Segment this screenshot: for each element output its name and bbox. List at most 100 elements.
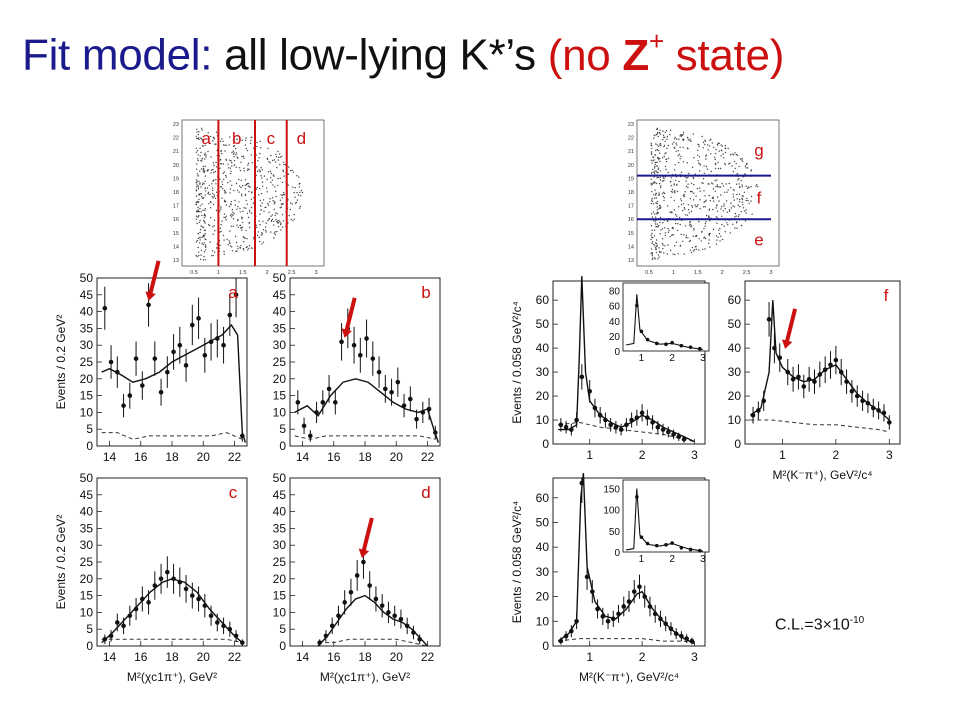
dalitz-dot	[665, 130, 668, 132]
dalitz-dot	[240, 245, 242, 247]
dalitz-dot	[196, 128, 198, 130]
dalitz-dot	[712, 228, 715, 231]
data-marker	[870, 405, 876, 411]
data-marker	[348, 589, 354, 595]
dalitz-dot	[653, 167, 656, 169]
dalitz-dot	[702, 178, 705, 180]
dalitz-dot	[214, 230, 216, 232]
dalitz-dot	[651, 232, 653, 235]
dalitz-dot	[654, 194, 657, 196]
dalitz-dot	[750, 185, 752, 188]
dalitz-dot	[695, 248, 698, 250]
dalitz-dot	[655, 202, 657, 204]
data-marker	[342, 600, 347, 605]
dalitz-dot	[724, 162, 726, 165]
dalitz-y-tick: 13	[628, 258, 634, 264]
dalitz-dot	[694, 204, 696, 206]
dalitz-dot	[240, 161, 242, 163]
dalitz-dot	[679, 135, 681, 137]
data-point	[624, 418, 629, 432]
dalitz-x-tick: 3	[769, 270, 772, 276]
dalitz-dot	[717, 167, 720, 170]
dalitz-dot	[222, 144, 225, 146]
dalitz-dot	[195, 135, 197, 137]
dalitz-dot	[250, 154, 252, 156]
dalitz-dot	[227, 163, 229, 165]
dalitz-dot	[724, 231, 726, 233]
data-marker	[592, 405, 598, 411]
dalitz-dot	[199, 231, 201, 234]
dalitz-dot	[717, 236, 719, 238]
y-tick-label: 5	[86, 622, 93, 636]
dalitz-dot	[298, 176, 300, 178]
dalitz-dot	[688, 224, 691, 226]
dalitz-y-tick: 22	[628, 136, 634, 142]
data-point	[351, 326, 357, 364]
dalitz-dot	[658, 192, 660, 194]
dalitz-dot	[725, 200, 728, 202]
dalitz-dot	[698, 238, 700, 240]
dalitz-dot	[230, 170, 232, 172]
dalitz-dot	[248, 190, 250, 193]
dalitz-dot	[741, 157, 743, 160]
dalitz-dot	[677, 223, 679, 225]
dalitz-dot	[724, 147, 726, 149]
dalitz-dot	[746, 167, 749, 169]
y-tick-label: 20	[273, 572, 287, 586]
dalitz-dot	[257, 231, 260, 233]
dalitz-dot	[654, 189, 656, 191]
dalitz-dot	[229, 159, 231, 161]
data-marker	[679, 633, 684, 639]
inset-x-tick: 1	[639, 353, 645, 364]
dalitz-dot	[237, 248, 239, 250]
data-marker	[221, 342, 226, 348]
dalitz-dot	[675, 179, 677, 182]
dalitz-dot	[651, 200, 653, 203]
dalitz-dot	[731, 165, 733, 167]
dalitz-dot	[296, 199, 299, 201]
dalitz-dot	[289, 208, 292, 211]
data-point	[133, 341, 139, 376]
dalitz-dot	[686, 162, 688, 164]
dalitz-dot	[212, 203, 215, 206]
dalitz-dot	[693, 157, 695, 159]
dalitz-dot	[676, 138, 678, 140]
dalitz-dot	[198, 193, 200, 196]
dalitz-dot	[663, 136, 665, 139]
data-marker	[215, 620, 220, 625]
data-point	[838, 358, 844, 386]
fit-curve	[101, 323, 247, 443]
dalitz-dot	[690, 210, 693, 213]
data-point	[801, 374, 807, 399]
dalitz-dot	[715, 148, 717, 151]
dalitz-dot	[292, 186, 294, 188]
data-marker	[221, 623, 226, 629]
dalitz-dot	[243, 240, 245, 243]
dalitz-dot	[710, 170, 712, 173]
data-marker	[666, 429, 671, 435]
dalitz-dot	[199, 183, 201, 185]
dalitz-dot	[195, 190, 198, 192]
dalitz-dot	[750, 195, 753, 198]
x-tick-label: 20	[197, 450, 211, 464]
dalitz-dot	[678, 180, 680, 183]
dalitz-dot	[685, 235, 688, 237]
dalitz-dot	[657, 176, 659, 179]
dalitz-dot	[741, 197, 743, 199]
dalitz-dot	[695, 245, 697, 248]
dalitz-dot	[225, 215, 227, 217]
dalitz-dot	[689, 220, 692, 223]
dalitz-dot	[245, 246, 248, 249]
dalitz-region-label: c	[267, 129, 276, 148]
dalitz-dot	[698, 170, 701, 172]
inset-data-marker	[635, 303, 639, 308]
dalitz-dot	[235, 182, 238, 185]
dalitz-dot	[229, 230, 231, 232]
dalitz-dot	[229, 136, 231, 138]
dalitz-dot	[215, 161, 217, 164]
dalitz-dot	[658, 247, 660, 249]
y-tick-label: 15	[273, 389, 287, 403]
dalitz-dot	[255, 188, 258, 190]
data-point	[190, 304, 195, 346]
